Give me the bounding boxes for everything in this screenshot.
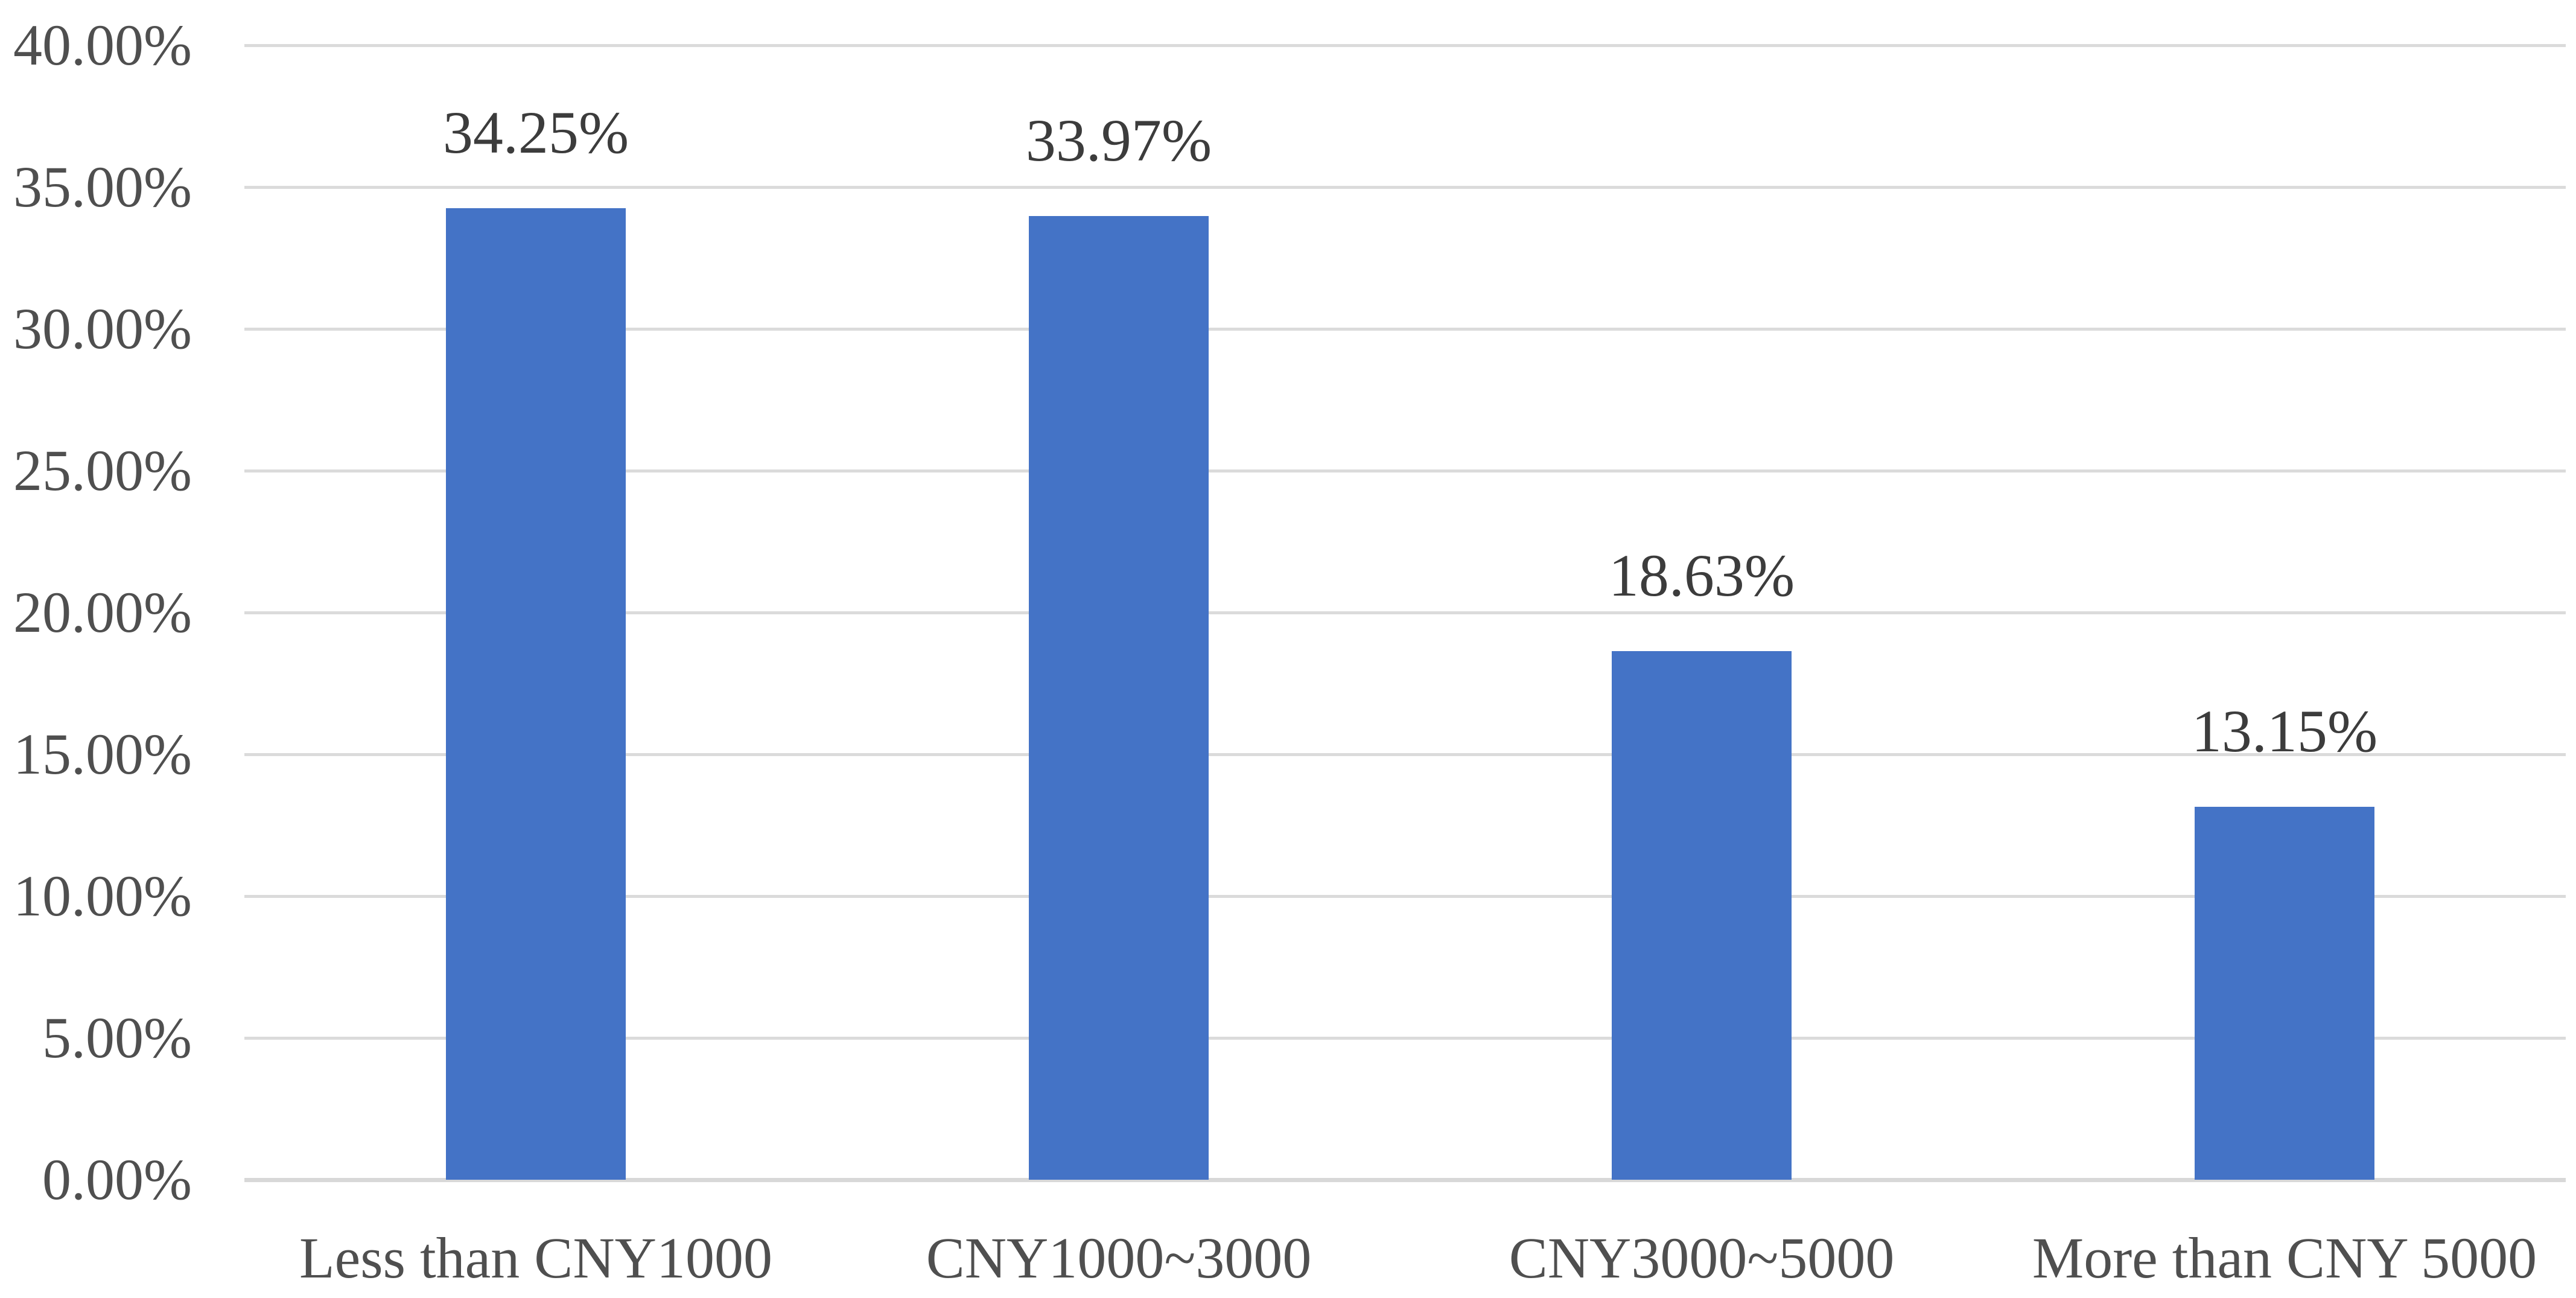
- gridline: [244, 753, 2566, 756]
- y-tick-label: 5.00%: [42, 1005, 192, 1070]
- bar-4: [2195, 806, 2374, 1180]
- gridline: [244, 328, 2566, 331]
- x-axis-line: [244, 1178, 2566, 1182]
- x-category-label: CNY3000~5000: [1509, 1226, 1895, 1290]
- bar-data-label: 18.63%: [1608, 542, 1795, 609]
- gridline: [244, 1037, 2566, 1040]
- x-category-label: CNY1000~3000: [926, 1226, 1312, 1290]
- bar-2: [1029, 216, 1209, 1180]
- y-tick-label: 30.00%: [13, 296, 192, 361]
- y-tick-label: 20.00%: [13, 580, 192, 644]
- bar-data-label: 34.25%: [442, 99, 629, 167]
- gridline: [244, 895, 2566, 898]
- y-tick-label: 35.00%: [13, 154, 192, 219]
- gridline: [244, 186, 2566, 189]
- gridline: [244, 611, 2566, 614]
- x-category-label: Less than CNY1000: [299, 1226, 772, 1290]
- gridline: [244, 469, 2566, 472]
- y-tick-label: 0.00%: [42, 1147, 192, 1212]
- bar-data-label: 13.15%: [2191, 697, 2378, 765]
- y-tick-label: 15.00%: [13, 722, 192, 786]
- bar-data-label: 33.97%: [1025, 107, 1212, 174]
- y-tick-label: 10.00%: [13, 864, 192, 928]
- y-tick-label: 40.00%: [13, 13, 192, 77]
- x-category-label: More than CNY 5000: [2032, 1226, 2537, 1290]
- bar-3: [1612, 651, 1792, 1180]
- bar-1: [446, 208, 626, 1180]
- gridline: [244, 44, 2566, 47]
- y-tick-label: 25.00%: [13, 438, 192, 503]
